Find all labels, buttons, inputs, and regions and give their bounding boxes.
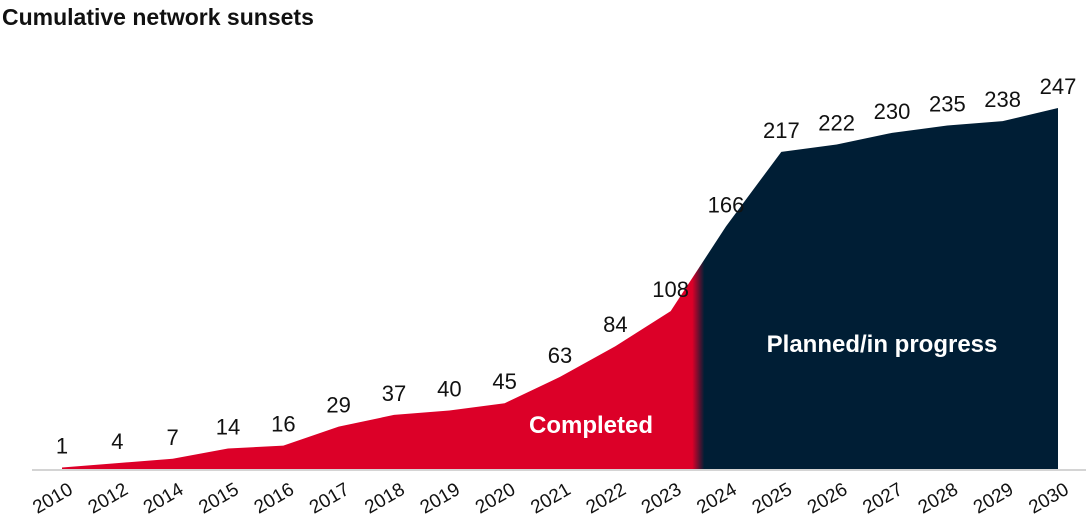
x-tick-label: 2028 — [915, 479, 962, 518]
data-label: 14 — [216, 415, 240, 440]
data-label: 40 — [437, 377, 461, 402]
data-label: 247 — [1040, 74, 1077, 99]
x-tick-label: 2026 — [804, 479, 851, 518]
x-tick-label: 2010 — [29, 479, 76, 518]
data-label: 238 — [984, 87, 1021, 112]
x-tick-label: 2015 — [195, 479, 242, 518]
data-label: 16 — [271, 412, 295, 437]
data-label: 45 — [492, 369, 516, 394]
data-label: 7 — [167, 425, 179, 450]
data-label: 37 — [382, 381, 406, 406]
x-tick-label: 2021 — [527, 479, 574, 518]
data-label: 235 — [929, 92, 966, 117]
chart-title: Cumulative network sunsets — [2, 4, 314, 30]
data-label: 1 — [56, 434, 68, 459]
x-tick-label: 2018 — [361, 479, 408, 518]
data-label: 108 — [652, 277, 689, 302]
x-tick-label: 2030 — [1025, 479, 1072, 518]
data-label: 4 — [111, 429, 123, 454]
completed-annotation: Completed — [529, 412, 653, 439]
x-tick-label: 2020 — [472, 479, 519, 518]
data-label: 166 — [708, 192, 745, 217]
data-label: 217 — [763, 118, 800, 143]
x-tick-label: 2017 — [306, 479, 353, 518]
x-tick-label: 2012 — [85, 479, 132, 518]
data-label: 84 — [603, 312, 627, 337]
x-tick-label: 2014 — [140, 479, 187, 519]
data-label: 222 — [818, 111, 855, 136]
area-series — [62, 108, 1058, 469]
data-label: 29 — [326, 393, 350, 418]
x-tick-label: 2025 — [749, 479, 796, 518]
x-tick-label: 2029 — [970, 479, 1017, 518]
data-label: 63 — [548, 343, 572, 368]
data-label: 230 — [874, 99, 911, 124]
x-tick-label: 2016 — [251, 479, 298, 518]
x-tick-label: 2024 — [693, 479, 740, 519]
x-tick-label: 2022 — [583, 479, 630, 518]
x-tick-label: 2019 — [417, 479, 464, 518]
x-tick-label: 2023 — [638, 479, 685, 518]
x-tick-label: 2027 — [859, 479, 906, 518]
planned-annotation: Planned/in progress — [767, 331, 998, 358]
